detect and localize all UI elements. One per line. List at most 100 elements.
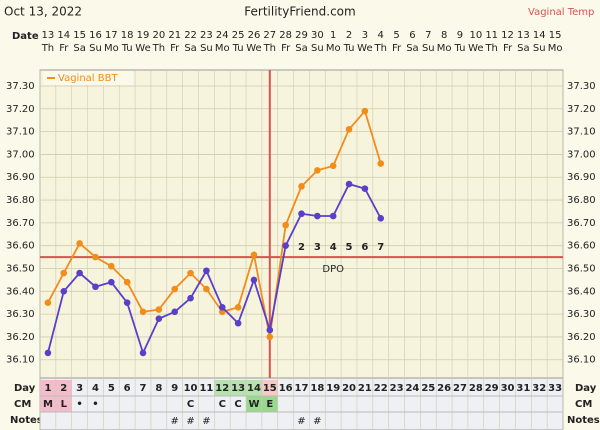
y-tick-label: 36.10: [6, 355, 35, 366]
series-point: [76, 269, 83, 277]
date-label: 25: [232, 30, 245, 41]
series-point: [123, 278, 131, 286]
note-mark: #: [297, 416, 305, 427]
day-highlight: [230, 380, 247, 396]
day-number: 10: [184, 383, 198, 394]
series-line: [47, 109, 382, 338]
day-number: 13: [231, 383, 245, 394]
y-tick-label: 36.40: [6, 286, 35, 297]
y-tick-label: 37.00: [6, 149, 35, 160]
cm-code: C: [219, 399, 226, 410]
y-tick-label-right: 36.90: [567, 172, 596, 183]
date-label: 2: [346, 30, 352, 41]
series-point: [92, 283, 99, 291]
cm-code: •: [92, 399, 98, 410]
cm-code: W: [248, 399, 259, 410]
series-point: [282, 221, 289, 229]
weekday-label: Su: [200, 43, 213, 54]
date-label: 9: [457, 30, 463, 41]
weekday-label: Th: [484, 43, 497, 54]
series-point: [155, 306, 163, 313]
y-tick-label-right: 37.10: [567, 127, 596, 138]
date-label: Date: [12, 31, 39, 42]
date-label: 27: [263, 30, 276, 41]
series-point: [314, 167, 321, 174]
weekday-label: Fr: [281, 43, 291, 54]
y-tick-label: 37.10: [6, 127, 35, 138]
weekday-label: We: [246, 43, 261, 54]
date-label: 30: [311, 30, 324, 41]
day-number: 16: [279, 383, 293, 394]
day-number: 17: [295, 383, 309, 394]
series-point: [377, 160, 385, 167]
series-point: [345, 180, 353, 188]
day-number: 22: [374, 383, 388, 394]
weekday-label: Su: [311, 43, 324, 54]
day-number: 28: [469, 383, 483, 394]
series-point: [171, 308, 179, 316]
weekday-label: Mo: [437, 43, 452, 54]
day-number: 5: [108, 383, 115, 394]
cm-highlight: [261, 396, 278, 412]
weekday-label: Su: [533, 43, 546, 54]
weekday-label: Fr: [59, 43, 69, 54]
date-label: 18: [121, 30, 134, 41]
series-point: [123, 299, 131, 307]
day-number: 8: [155, 383, 162, 394]
series-point: [108, 262, 115, 270]
y-tick-label: 36.90: [6, 172, 35, 183]
date-label: 23: [200, 30, 213, 41]
weekday-label: Th: [41, 43, 54, 54]
legend-box: [43, 71, 133, 85]
date-label: 21: [168, 30, 181, 41]
weekday-label: Mo: [326, 43, 341, 54]
series-point: [329, 162, 337, 170]
cm-code: C: [187, 399, 194, 410]
day-number: 33: [548, 383, 562, 394]
weekday-label: Fr: [503, 43, 513, 54]
date-label: 3: [362, 30, 368, 41]
dpo-number: 3: [314, 242, 321, 253]
note-mark: #: [313, 416, 321, 427]
cm-label-right: CM: [575, 399, 592, 410]
day-number: 9: [171, 383, 178, 394]
cm-highlight: [246, 396, 262, 412]
date-label: 13: [42, 30, 55, 41]
series-point: [187, 269, 194, 277]
series-point: [361, 185, 369, 192]
day-number: 11: [199, 383, 213, 394]
weekday-label: Fr: [170, 43, 180, 54]
weekday-label: Sa: [517, 43, 529, 54]
date-label: 28: [279, 30, 292, 41]
y-tick-label: 36.20: [6, 332, 35, 343]
y-tick-label: 37.30: [6, 81, 35, 92]
series-point: [345, 126, 353, 133]
day-number: 6: [124, 383, 131, 394]
day-number: 21: [358, 383, 372, 394]
day-number: 15: [263, 383, 277, 394]
weekday-label: Tu: [232, 43, 244, 54]
day-number: 24: [405, 383, 419, 394]
series-point: [155, 315, 163, 322]
day-number: 4: [92, 383, 99, 394]
day-number: 1: [44, 383, 51, 394]
date-label: 1: [330, 30, 336, 41]
date-label: 11: [485, 30, 498, 41]
date-label: 22: [184, 30, 197, 41]
y-tick-label-right: 36.70: [567, 218, 596, 229]
day-highlight: [261, 380, 278, 396]
dpo-number: 2: [298, 242, 305, 253]
date-label: 10: [469, 30, 482, 41]
y-tick-label: 36.50: [6, 263, 35, 274]
date-stamp: Oct 13, 2022: [4, 5, 82, 19]
cm-code: M: [43, 399, 53, 410]
date-label: 24: [216, 30, 229, 41]
cm-code: •: [76, 399, 82, 410]
cm-highlight: [55, 396, 72, 412]
series-point: [171, 285, 179, 293]
date-label: 8: [441, 30, 447, 41]
day-highlight: [246, 380, 262, 396]
site-name: FertilityFriend.com: [244, 5, 355, 19]
